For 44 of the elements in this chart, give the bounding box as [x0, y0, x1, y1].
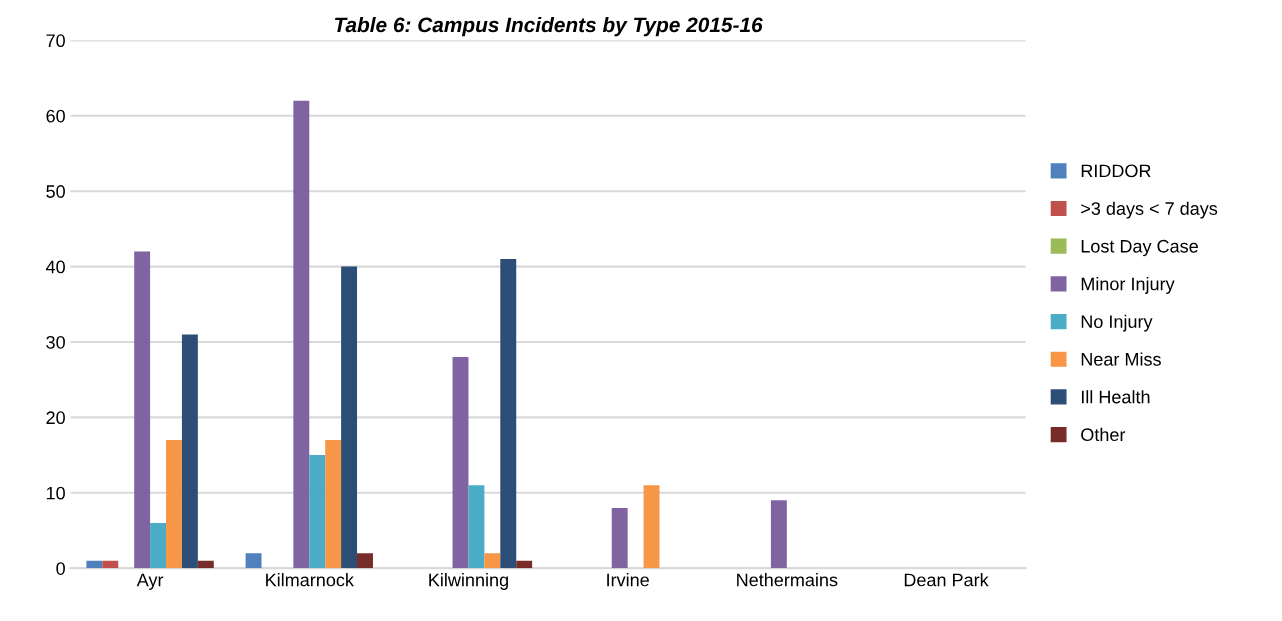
legend-label: Near Miss: [1081, 352, 1161, 366]
x-tick-label: Nethermains: [737, 573, 838, 587]
y-tick-label: 40: [45, 260, 65, 274]
bar: [102, 560, 119, 569]
legend-label: Other: [1081, 427, 1126, 442]
bar: [468, 485, 485, 569]
y-tick-label: 70: [46, 34, 65, 48]
bar: [500, 259, 517, 569]
x-tick-label: Irvine: [607, 573, 649, 587]
x-tick-label: Ayr: [136, 573, 164, 590]
y-tick-label: 20: [46, 411, 65, 425]
legend-label: Minor Injury: [1081, 277, 1175, 294]
bar: [86, 560, 103, 569]
chart-title: Table 6: Campus Incidents by Type 2015-16: [334, 16, 763, 37]
bar: [150, 522, 167, 569]
y-tick-label: 10: [46, 486, 65, 500]
legend-label: >3 days < 7 days: [1081, 201, 1218, 219]
bar: [181, 334, 198, 569]
x-tick-label: Dean Park: [904, 573, 989, 587]
y-tick-label: 0: [56, 562, 65, 575]
bar: [245, 553, 262, 569]
y-tick-label: 50: [46, 185, 65, 198]
bar: [357, 553, 373, 569]
x-tick-label: Kilmarnock: [266, 573, 354, 587]
bar: [293, 100, 310, 569]
bar: [134, 251, 151, 569]
bar: [341, 266, 358, 569]
bar: [516, 560, 533, 569]
bar: [643, 485, 660, 569]
y-tick-label: 30: [46, 335, 65, 349]
bar: [770, 500, 787, 569]
bar: [484, 553, 501, 569]
x-tick-label: Kilwinning: [429, 573, 508, 590]
legend-label: Ill Health: [1081, 390, 1150, 404]
bar: [309, 455, 326, 569]
legend-label: Lost Day Case: [1081, 239, 1198, 257]
bar: [197, 560, 214, 569]
bar: [325, 440, 342, 569]
bar: [611, 507, 628, 569]
legend-label: RIDDOR: [1081, 164, 1151, 178]
legend-label: No Injury: [1081, 314, 1153, 332]
bar: [166, 440, 182, 569]
bar: [452, 357, 469, 569]
y-tick-label: 60: [46, 109, 65, 123]
